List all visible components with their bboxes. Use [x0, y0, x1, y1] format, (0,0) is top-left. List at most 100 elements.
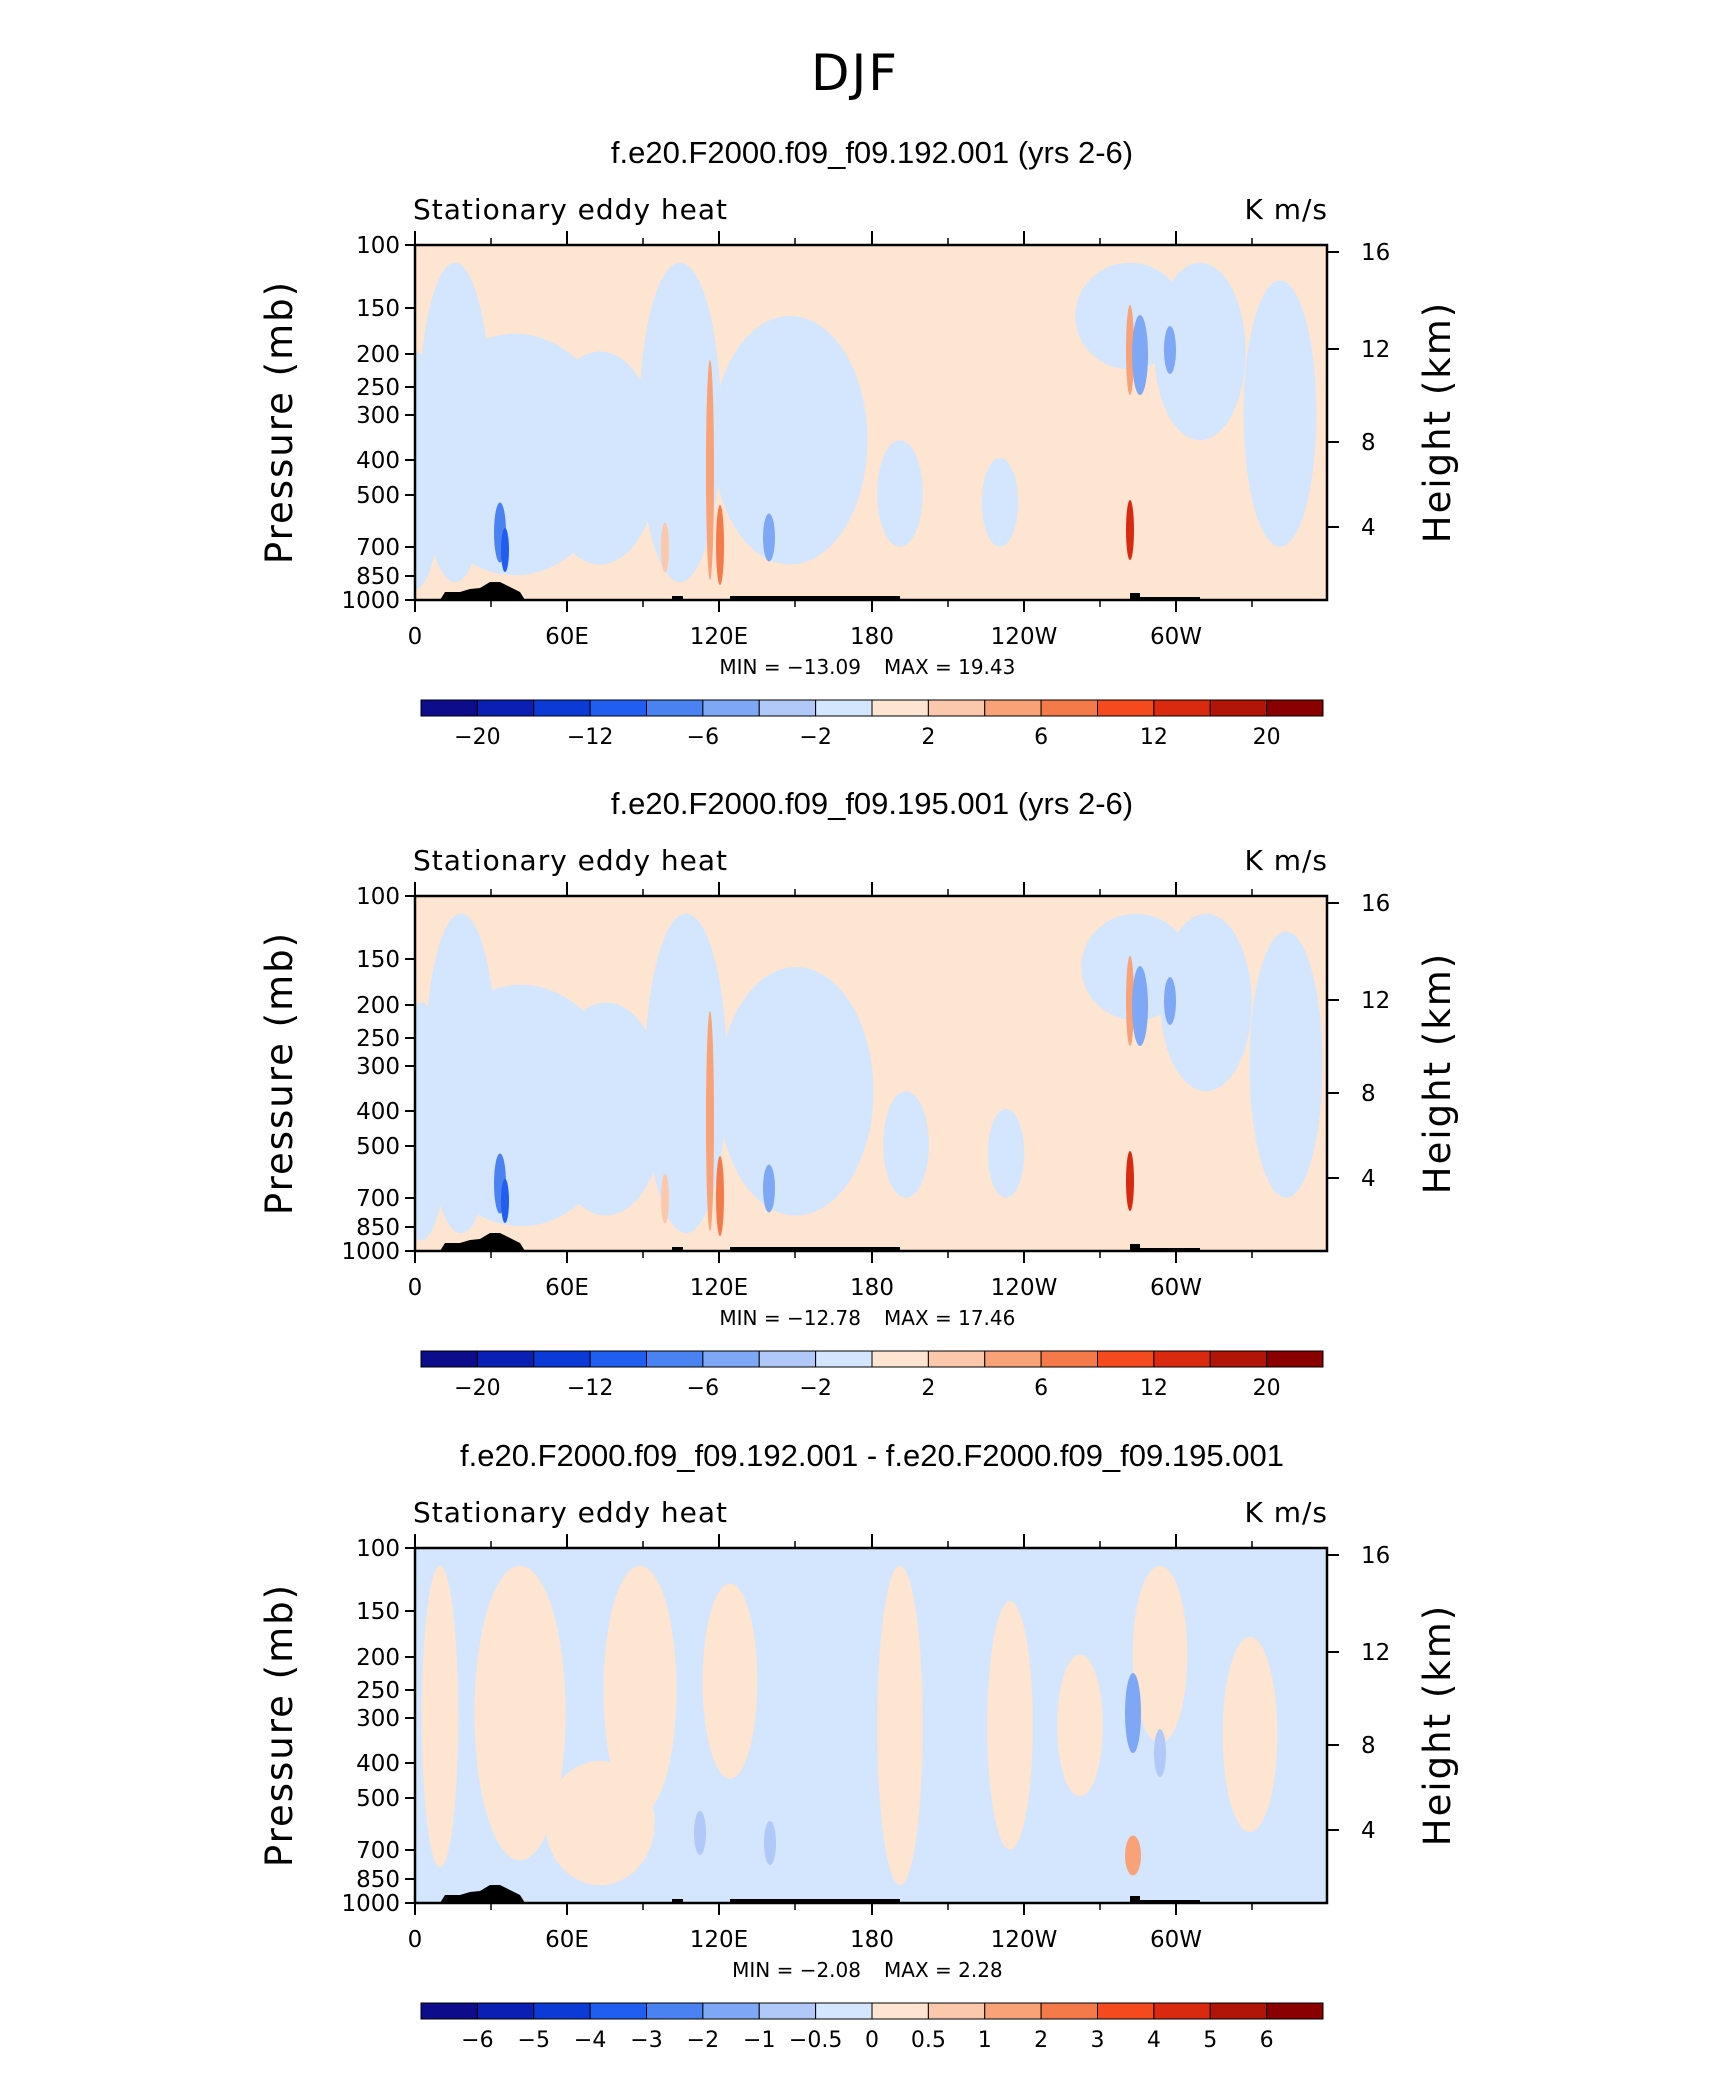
contour-feature: [1125, 1673, 1141, 1753]
pressure-tick-label: 1000: [341, 1891, 400, 1917]
pressure-tick-label: 100: [356, 233, 400, 259]
colorbar-label: 6: [1034, 725, 1048, 750]
contour-feature: [764, 1821, 776, 1865]
pressure-tick-label: 250: [356, 1678, 400, 1704]
topography: [1135, 1248, 1200, 1251]
topography: [440, 582, 525, 600]
colorbar-label: 2: [1034, 2028, 1048, 2053]
colorbar-label: −20: [454, 725, 500, 750]
contour-region: [1160, 913, 1252, 1092]
pressure-tick-label: 100: [356, 1536, 400, 1562]
pressure-tick-label: 400: [356, 1751, 400, 1777]
pressure-tick-label: 850: [356, 1215, 400, 1241]
y-axis-label: Pressure (mb): [258, 931, 301, 1215]
figure-title: DJF: [810, 44, 899, 102]
pressure-tick-label: 400: [356, 448, 400, 474]
contour-feature: [1164, 326, 1176, 374]
contour-feature: [1132, 966, 1148, 1046]
colorbar-swatch: [927, 699, 986, 717]
contour-feature: [1132, 315, 1148, 395]
contour-feature: [1125, 1835, 1141, 1876]
colorbar-swatch: [420, 2002, 478, 2020]
height-tick-label: 16: [1361, 891, 1390, 917]
contour-region: [546, 1002, 666, 1216]
colorbar-swatch: [589, 2002, 647, 2020]
contour-region: [1132, 1565, 1188, 1744]
colorbar-label: 0.5: [911, 2028, 946, 2053]
pressure-tick-label: 500: [356, 1134, 400, 1160]
colorbar-swatch: [589, 699, 647, 717]
colorbar-swatch: [1153, 1350, 1211, 1368]
colorbar-label: −2: [799, 725, 831, 750]
pressure-tick-label: 500: [356, 1786, 400, 1812]
contour-region: [883, 1091, 929, 1198]
contour-region: [877, 440, 923, 547]
panel-title: f.e20.F2000.f09_f09.192.001 (yrs 2-6): [611, 135, 1133, 170]
pressure-tick-label: 500: [356, 483, 400, 509]
contour-feature: [1126, 1151, 1134, 1211]
contour-feature: [501, 1179, 509, 1223]
y2-axis-label: Height (km): [1416, 301, 1459, 543]
panel-3: f.e20.F2000.f09_f09.192.001 - f.e20.F200…: [0, 1433, 1710, 2093]
longitude-tick-label: 0: [408, 624, 423, 650]
height-tick-label: 16: [1361, 240, 1390, 266]
longitude-tick-label: 120E: [690, 1275, 748, 1301]
height-tick-label: 8: [1361, 1081, 1376, 1107]
contour-field: [415, 896, 1327, 1251]
colorbar-label: −2: [687, 2028, 719, 2053]
longitude-tick-label: 180: [850, 1275, 894, 1301]
min-value-label: MIN = −13.09: [719, 655, 861, 679]
contour-feature: [1164, 977, 1176, 1025]
longitude-tick-label: 120W: [991, 1927, 1058, 1953]
longitude-tick-label: 60W: [1150, 1927, 1202, 1953]
pressure-tick-label: 150: [356, 296, 400, 322]
panel-title: f.e20.F2000.f09_f09.192.001 - f.e20.F200…: [460, 1438, 1284, 1473]
colorbar-label: 20: [1253, 725, 1281, 750]
contour-region: [712, 316, 868, 565]
colorbar-label: 12: [1140, 1376, 1168, 1401]
longitude-tick-label: 0: [408, 1927, 423, 1953]
contour-field: [415, 245, 1327, 600]
topography: [1135, 1900, 1200, 1903]
topography: [1130, 593, 1140, 600]
min-value-label: MIN = −12.78: [719, 1306, 861, 1330]
longitude-tick-label: 120W: [991, 624, 1058, 650]
colorbar-swatch: [1040, 699, 1098, 717]
contour-feature: [706, 1011, 714, 1231]
topography: [440, 1233, 525, 1251]
pressure-tick-label: 400: [356, 1099, 400, 1125]
longitude-tick-label: 120W: [991, 1275, 1058, 1301]
contour-region: [1222, 1636, 1278, 1832]
variable-label: Stationary eddy heat: [413, 1496, 728, 1529]
colorbar-swatch: [1209, 1350, 1268, 1368]
colorbar-swatch: [1097, 699, 1155, 717]
max-value-label: MAX = 17.46: [884, 1306, 1015, 1330]
colorbar-swatch: [1097, 1350, 1155, 1368]
colorbar-label: −4: [574, 2028, 606, 2053]
pressure-tick-label: 700: [356, 535, 400, 561]
colorbar: [420, 1350, 1324, 1368]
pressure-tick-label: 300: [356, 1706, 400, 1732]
colorbar-swatch: [476, 2002, 535, 2020]
colorbar-swatch: [927, 2002, 986, 2020]
colorbar-label: 4: [1147, 2028, 1161, 2053]
colorbar-label: −6: [461, 2028, 493, 2053]
colorbar-swatch: [984, 1350, 1042, 1368]
contour-region: [987, 1109, 1025, 1198]
longitude-tick-label: 60E: [545, 1275, 589, 1301]
panel-2: f.e20.F2000.f09_f09.195.001 (yrs 2-6) Sta…: [0, 781, 1710, 1441]
pressure-tick-label: 700: [356, 1838, 400, 1864]
colorbar-swatch: [533, 699, 591, 717]
colorbar-label: −12: [567, 725, 613, 750]
contour-feature: [706, 360, 714, 580]
topography: [672, 1247, 683, 1251]
contour-feature: [1126, 500, 1134, 560]
contour-region: [981, 458, 1019, 547]
contour-feature: [716, 505, 724, 585]
colorbar-swatch: [1040, 2002, 1098, 2020]
colorbar-swatch: [984, 2002, 1042, 2020]
colorbar-swatch: [815, 1350, 873, 1368]
topography: [1135, 597, 1200, 600]
contour-region: [638, 262, 722, 583]
colorbar-swatch: [1097, 2002, 1155, 2020]
